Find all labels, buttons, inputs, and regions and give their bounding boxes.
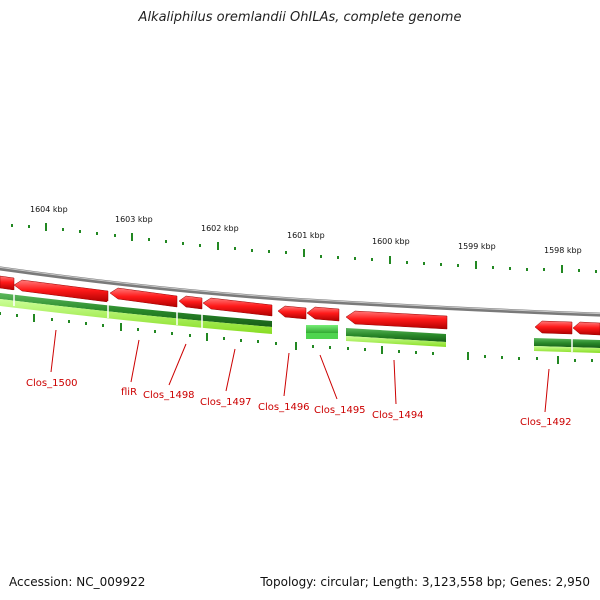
outer-tick-ring (11, 223, 597, 273)
rna-band (0, 299, 600, 353)
gene-label-clos-1496[interactable]: Clos_1496 (258, 402, 310, 413)
gene-label-clos-1500[interactable]: Clos_1500 (26, 378, 78, 389)
kbp-label: 1602 kbp (201, 224, 239, 233)
gene-label-clos-1494[interactable]: Clos_1494 (372, 410, 424, 421)
cds-segment (534, 338, 600, 348)
gene-labels: Clos_1500 fliR Clos_1498 Clos_1497 Clos_… (26, 378, 572, 428)
kbp-label: 1603 kbp (115, 215, 153, 224)
accession-text: Accession: NC_009922 (9, 575, 146, 589)
gene-arrow (202, 297, 273, 317)
gene-label-clos-1498[interactable]: Clos_1498 (143, 390, 195, 401)
gene-arrow (13, 279, 109, 303)
gene-separators (13, 290, 573, 352)
gene-arrow (534, 320, 573, 335)
rna-segment (306, 333, 338, 339)
inner-tick-ring (0, 312, 593, 364)
map-title: Alkaliphilus oremlandii OhILAs, complete… (138, 10, 462, 25)
gene-arrow (109, 287, 178, 308)
cds-band (0, 293, 600, 348)
label-leaders (50, 329, 550, 413)
kbp-label: 1600 kbp (372, 237, 410, 246)
gene-label-flir[interactable]: fliR (121, 387, 137, 398)
kbp-scale: 1604 kbp 1603 kbp 1602 kbp 1601 kbp 1600… (30, 205, 582, 255)
gene-arrow (572, 321, 600, 336)
kbp-label: 1601 kbp (287, 231, 325, 240)
cds-segment (0, 293, 272, 327)
kbp-label: 1604 kbp (30, 205, 68, 214)
gene-arrow (277, 305, 307, 320)
genome-backbone (0, 266, 600, 317)
cds-segment (346, 328, 446, 342)
kbp-label: 1598 kbp (544, 246, 582, 255)
gene-label-clos-1492[interactable]: Clos_1492 (520, 417, 572, 428)
gene-label-clos-1495[interactable]: Clos_1495 (314, 405, 366, 416)
gene-label-clos-1497[interactable]: Clos_1497 (200, 397, 252, 408)
cds-segment (306, 325, 338, 333)
gene-arrow (306, 306, 340, 322)
gene-arrow (178, 295, 203, 310)
genome-summary-text: Topology: circular; Length: 3,123,558 bp… (260, 575, 590, 589)
gene-arrow (0, 275, 15, 291)
forward-genes (0, 275, 600, 336)
gene-arrow (345, 310, 448, 330)
rna-segment (0, 299, 272, 334)
rna-segment (346, 336, 446, 347)
rna-segment (534, 346, 600, 353)
kbp-label: 1599 kbp (458, 242, 496, 251)
